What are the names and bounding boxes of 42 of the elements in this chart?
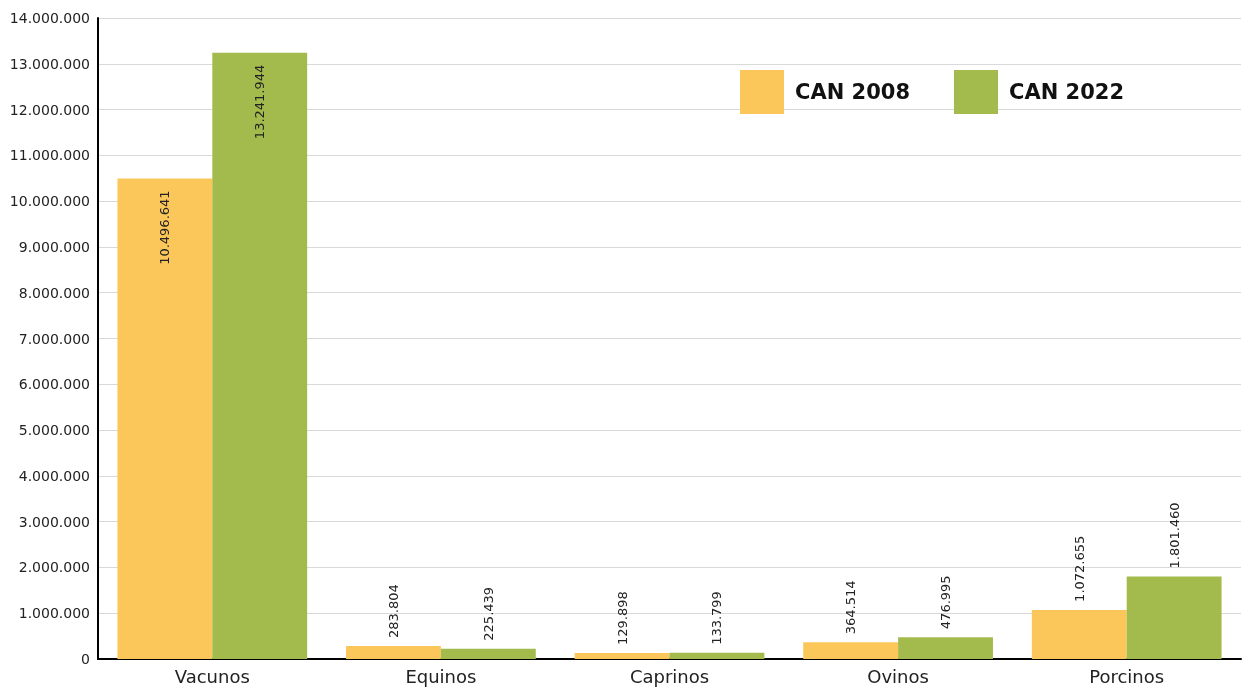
y-tick-label: 6.000.000 xyxy=(18,376,90,393)
data-label: 1.801.460 xyxy=(1166,502,1182,569)
y-tick-label: 0 xyxy=(81,651,90,667)
x-tick-label: Porcinos xyxy=(1089,665,1165,687)
bar xyxy=(574,653,670,659)
x-tick-label: Ovinos xyxy=(867,665,929,687)
bar xyxy=(898,637,993,659)
bar xyxy=(803,642,899,659)
y-tick-label: 8.000.000 xyxy=(18,284,90,301)
data-label: 129.898 xyxy=(614,591,630,646)
bar xyxy=(1031,609,1127,659)
data-label: 283.804 xyxy=(385,584,401,639)
data-label: 133.799 xyxy=(709,591,725,645)
y-tick-label: 14.000.000 xyxy=(9,10,90,26)
data-label: 1.072.655 xyxy=(1071,535,1087,602)
legend-label: CAN 2008 xyxy=(795,80,910,104)
data-label: 10.496.641 xyxy=(157,190,173,265)
y-tick-label: 4.000.000 xyxy=(18,467,90,484)
bar xyxy=(1126,576,1222,659)
y-tick-label: 3.000.000 xyxy=(18,513,90,530)
x-tick-label: Caprinos xyxy=(629,665,710,687)
bar xyxy=(669,652,765,659)
bar xyxy=(117,178,213,659)
y-tick-label: 2.000.000 xyxy=(18,559,90,576)
y-tick-label: 13.000.000 xyxy=(9,55,90,72)
y-tick-label: 12.000.000 xyxy=(9,101,90,118)
bar xyxy=(212,52,308,659)
x-tick-label: Equinos xyxy=(405,665,477,687)
y-tick-label: 7.000.000 xyxy=(18,330,90,347)
data-label: 225.439 xyxy=(480,586,496,641)
data-label: 476.995 xyxy=(938,575,954,630)
bar xyxy=(346,646,441,659)
y-tick-label: 9.000.000 xyxy=(18,238,90,255)
bar xyxy=(440,648,536,659)
y-tick-label: 11.000.000 xyxy=(9,147,90,164)
y-tick-label: 5.000.000 xyxy=(18,422,90,439)
y-tick-label: 10.000.000 xyxy=(9,193,90,210)
legend-label: CAN 2022 xyxy=(1009,80,1124,104)
data-label: 364.514 xyxy=(843,580,859,635)
x-tick-label: Vacunos xyxy=(174,665,250,687)
y-tick-label: 1.000.000 xyxy=(18,605,90,622)
data-label: 13.241.944 xyxy=(252,64,268,140)
